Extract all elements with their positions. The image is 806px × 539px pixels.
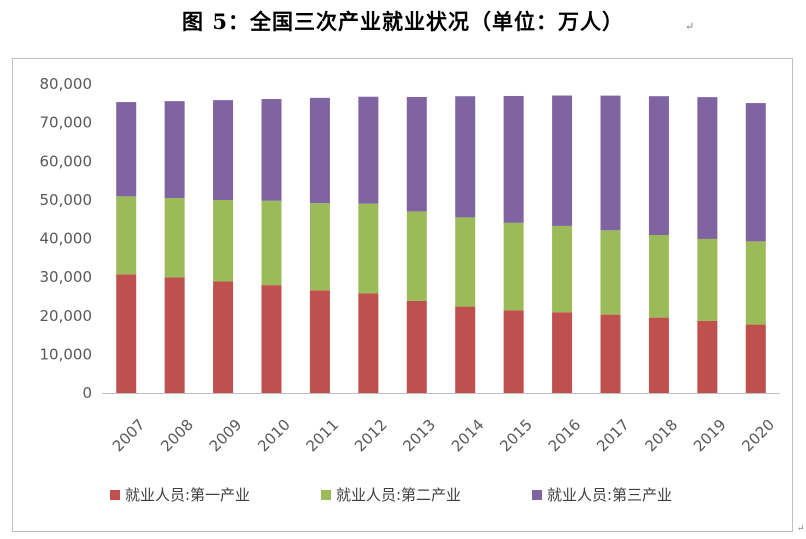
bar-2-2019: [697, 238, 718, 321]
bar-2-2018: [648, 235, 669, 318]
y-tick-label: 40,000: [40, 230, 93, 248]
bar-1-2019: [697, 320, 718, 393]
x-tick-label: 2018: [642, 416, 682, 456]
bar-3-2014: [455, 96, 476, 218]
bar-1-2007: [116, 274, 137, 393]
x-tick-label: 2019: [690, 416, 730, 456]
bar-3-2017: [600, 95, 621, 231]
corner-return-mark: ↵: [797, 524, 805, 534]
bar-2-2017: [600, 230, 621, 315]
x-tick-label: 2011: [303, 416, 343, 456]
bar-2-2007: [116, 196, 137, 275]
y-tick-label: 10,000: [40, 345, 93, 363]
legend-swatch-3: [532, 490, 542, 500]
bar-3-2013: [406, 96, 427, 212]
bar-1-2018: [648, 317, 669, 393]
bar-1-2010: [261, 285, 282, 393]
x-tick-label: 2010: [254, 416, 294, 456]
bar-1-2014: [455, 306, 476, 393]
bar-2-2014: [455, 217, 476, 307]
bar-3-2010: [261, 99, 282, 201]
paragraph-return-mark: ↵: [685, 20, 695, 33]
x-tick-label: 2020: [738, 416, 778, 456]
legend-label-1: 就业人员:第一产业: [125, 486, 250, 504]
bar-2-2009: [213, 199, 234, 282]
bar-1-2020: [745, 324, 766, 393]
legend-swatch-2: [321, 490, 331, 500]
bar-2-2015: [503, 222, 524, 311]
bar-1-2017: [600, 314, 621, 393]
y-tick-label: 30,000: [40, 268, 93, 286]
y-tick-label: 20,000: [40, 307, 93, 325]
x-tick-label: 2017: [593, 416, 633, 456]
y-tick-label: 80,000: [40, 75, 93, 93]
bar-2-2010: [261, 200, 282, 286]
x-tick-label: 2009: [206, 416, 246, 456]
y-tick-label: 0: [82, 384, 92, 402]
bar-3-2008: [164, 101, 185, 199]
chart-frame: [12, 58, 793, 532]
bar-3-2009: [213, 100, 234, 200]
bar-1-2012: [358, 293, 379, 393]
bar-2-2016: [552, 225, 573, 313]
bar-3-2011: [309, 97, 330, 204]
x-tick-label: 2012: [351, 416, 391, 456]
bar-1-2015: [503, 310, 524, 393]
bar-3-2018: [648, 96, 669, 236]
bar-3-2016: [552, 95, 573, 226]
x-tick-label: 2007: [109, 416, 149, 456]
bar-1-2009: [213, 281, 234, 393]
y-tick-label: 70,000: [40, 114, 93, 132]
bar-1-2011: [309, 290, 330, 393]
bar-3-2020: [745, 103, 766, 242]
x-tick-label: 2008: [157, 416, 197, 456]
bar-1-2013: [406, 300, 427, 393]
bar-2-2011: [309, 203, 330, 291]
legend-swatch-1: [110, 490, 120, 500]
legend-label-3: 就业人员:第三产业: [547, 486, 672, 504]
bar-2-2008: [164, 198, 185, 278]
bar-2-2012: [358, 203, 379, 294]
bar-2-2013: [406, 211, 427, 301]
bar-2-2020: [745, 241, 766, 325]
bar-1-2008: [164, 277, 185, 393]
y-tick-label: 50,000: [40, 191, 93, 209]
x-tick-label: 2014: [448, 416, 488, 456]
bar-1-2016: [552, 312, 573, 393]
bar-3-2015: [503, 95, 524, 223]
bar-3-2012: [358, 96, 379, 204]
x-tick-label: 2016: [545, 416, 585, 456]
bar-3-2007: [116, 102, 137, 197]
y-tick-label: 60,000: [40, 152, 93, 170]
bar-3-2019: [697, 97, 718, 239]
chart-title: 图 5：全国三次产业就业状况（单位：万人）: [182, 9, 624, 34]
x-tick-label: 2015: [496, 416, 536, 456]
legend-label-2: 就业人员:第二产业: [336, 486, 461, 504]
x-tick-label: 2013: [399, 416, 439, 456]
